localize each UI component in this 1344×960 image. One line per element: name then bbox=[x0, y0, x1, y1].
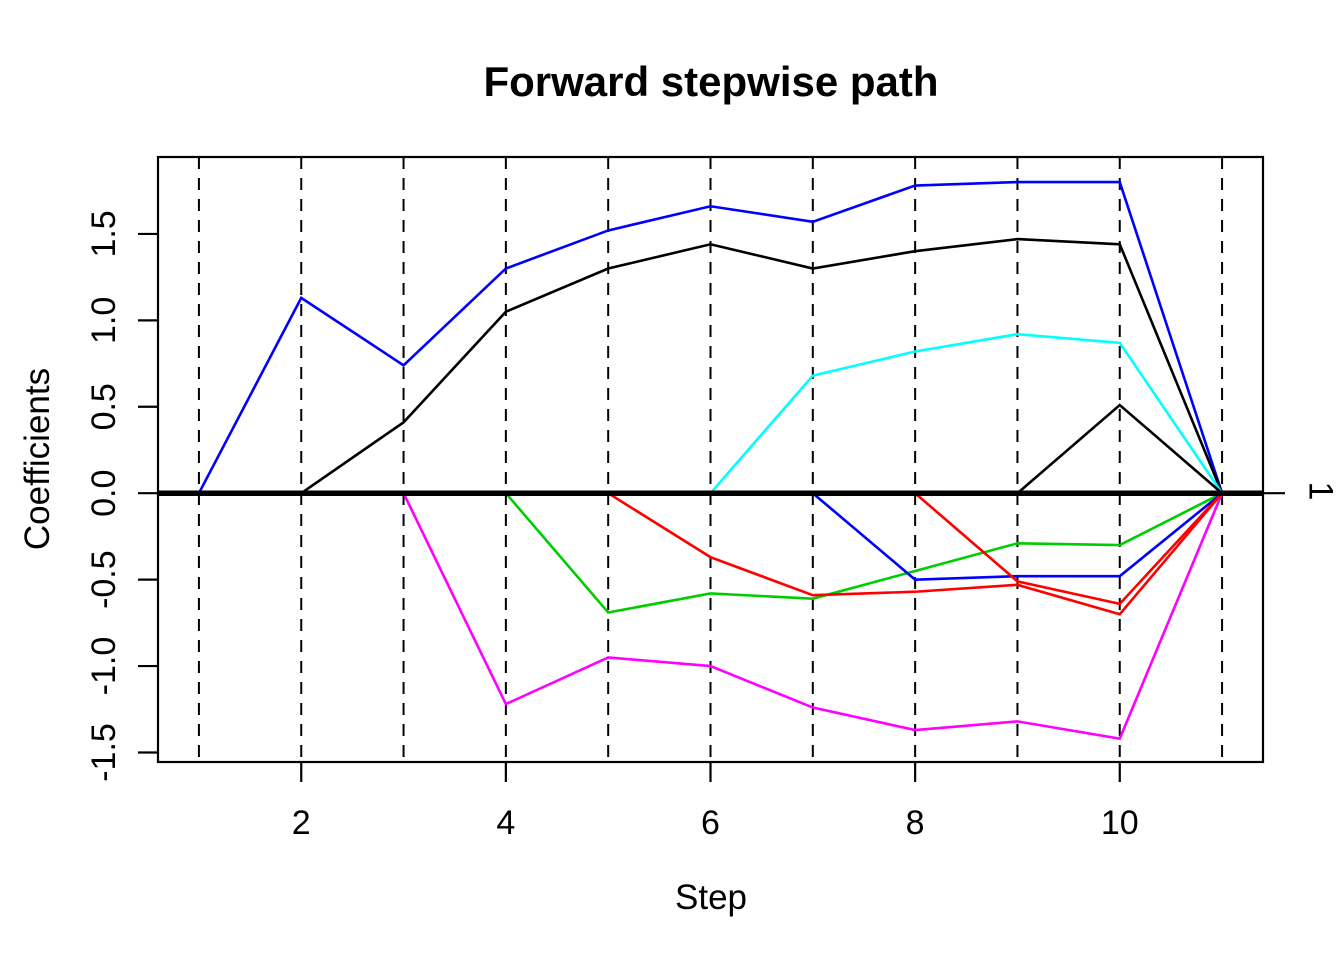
path-cyan-1 bbox=[709, 332, 1224, 495]
path-blue-2 bbox=[811, 492, 1223, 581]
y-tick-label--0.5: -0.5 bbox=[85, 550, 123, 609]
y-tick-label-0.5: 0.5 bbox=[85, 383, 123, 430]
path-magenta-1 bbox=[402, 492, 1224, 741]
x-tick-label-8: 8 bbox=[906, 804, 925, 842]
x-tick-label-6: 6 bbox=[701, 804, 720, 842]
right-axis-label: 1 bbox=[1301, 481, 1340, 501]
path-red-1 bbox=[607, 492, 1224, 616]
x-tick-label-4: 4 bbox=[496, 804, 515, 842]
path-green-1 bbox=[504, 492, 1223, 614]
path-blue-1 bbox=[197, 180, 1224, 494]
y-tick-label-1.0: 1.0 bbox=[85, 297, 123, 344]
y-tick-label--1.5: -1.5 bbox=[85, 723, 123, 782]
y-tick-label-0.0: 0.0 bbox=[85, 470, 123, 517]
y-axis-label: Coefficients bbox=[18, 367, 57, 551]
path-red-2 bbox=[914, 492, 1224, 606]
y-tick-label-1.5: 1.5 bbox=[85, 210, 123, 257]
x-axis-label: Step bbox=[675, 878, 747, 917]
x-tick-label-10: 10 bbox=[1101, 804, 1139, 842]
path-black-1 bbox=[300, 237, 1224, 495]
x-tick-label-2: 2 bbox=[292, 804, 311, 842]
path-black-2 bbox=[1016, 403, 1223, 495]
chart-title: Forward stepwise path bbox=[483, 58, 939, 105]
y-tick-label--1.0: -1.0 bbox=[85, 637, 123, 696]
